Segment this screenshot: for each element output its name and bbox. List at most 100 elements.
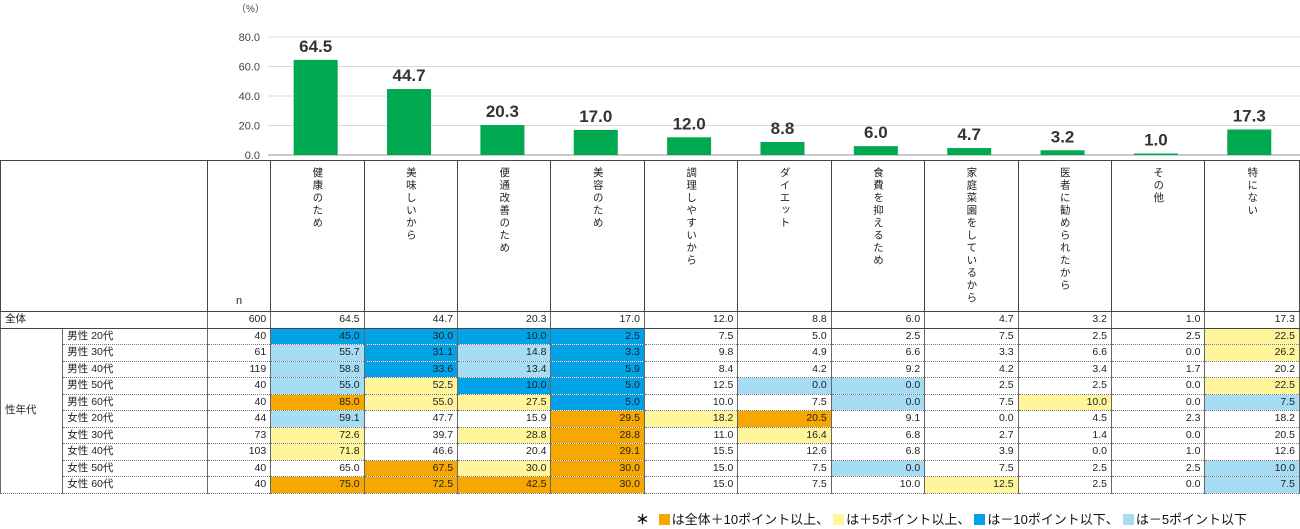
value-cell: 12.5	[924, 476, 1019, 494]
value-cell: 10.0	[1017, 393, 1113, 411]
value-cell: 7.5	[924, 393, 1019, 411]
value-cell: 55.0	[270, 377, 365, 395]
value-cell: 5.0	[550, 393, 645, 411]
value-cell: 3.3	[550, 344, 645, 362]
value-cell: 18.2	[643, 410, 739, 428]
value-cell: 6.8	[830, 426, 926, 444]
value-cell: 0.0	[1111, 344, 1206, 362]
bar-value-label: 17.0	[579, 107, 612, 126]
total-value-cell: 3.2	[1017, 311, 1113, 329]
segment-label: 女性 40代	[62, 443, 208, 461]
value-cell: 9.8	[643, 344, 739, 362]
value-cell: 2.5	[1111, 459, 1206, 477]
value-cell: 27.5	[457, 393, 552, 411]
value-cell: 3.4	[1017, 360, 1113, 378]
value-cell: 29.5	[550, 410, 645, 428]
bar-value-label: 6.0	[864, 123, 888, 142]
category-label: 食費を抑えるため	[871, 167, 884, 267]
segment-n: 61	[206, 344, 272, 362]
value-cell: 3.9	[924, 443, 1019, 461]
category-label: 特にない	[1246, 167, 1259, 217]
value-cell: 30.0	[457, 459, 552, 477]
segment-n: 119	[206, 360, 272, 378]
total-value-cell: 44.7	[363, 311, 459, 329]
total-value-cell: 4.7	[924, 311, 1019, 329]
total-value-cell: 17.0	[550, 311, 645, 329]
segment-n: 40	[206, 377, 272, 395]
value-cell: 22.5	[1204, 327, 1300, 345]
table-row: 男性 30代 61 55.7 31.1 14.8 3.3 9.8 4.9 6.6 3.3 6.6 0.…	[1, 344, 1300, 362]
bar-value-label: 1.0	[1144, 131, 1168, 150]
legend-swatch	[974, 514, 986, 525]
bar	[1133, 153, 1178, 155]
value-cell: 7.5	[924, 459, 1019, 477]
total-value-cell: 8.8	[737, 311, 832, 329]
segment-n: 40	[206, 393, 272, 411]
legend-text: は－10ポイント以下、	[987, 512, 1119, 527]
value-cell: 13.4	[457, 360, 552, 378]
value-cell: 30.0	[550, 459, 645, 477]
total-n: 600	[206, 311, 272, 329]
legend-swatch	[658, 514, 670, 525]
category-header-cell: 便通改善のため	[457, 160, 552, 312]
value-cell: 2.7	[924, 426, 1019, 444]
value-cell: 39.7	[363, 426, 459, 444]
value-cell: 2.5	[1017, 459, 1113, 477]
category-header-cell: 健康のため	[270, 160, 365, 312]
value-cell: 2.5	[1111, 327, 1206, 345]
value-cell: 22.5	[1204, 377, 1300, 395]
value-cell: 4.2	[924, 360, 1019, 378]
header-row: n 健康のため 美味しいから 便通改善のため 美容のため 調理しやすいから ダイエット 食費を…	[0, 160, 1300, 312]
category-header-cell: その他	[1111, 160, 1206, 312]
value-cell: 0.0	[830, 459, 926, 477]
legend-text: は－5ポイント以下	[1135, 512, 1248, 527]
category-label: 医者に勧められたから	[1058, 167, 1071, 292]
total-row: 全体 600 64.5 44.7 20.3 17.0 12.0 8.8 6.0 4.7 3.2 1.0…	[0, 311, 1300, 329]
segment-label: 男性 50代	[62, 377, 208, 395]
category-label: その他	[1152, 167, 1165, 205]
bar	[667, 137, 712, 155]
y-tick-label: 80.0	[239, 32, 260, 44]
bar	[480, 125, 525, 155]
value-cell: 55.0	[363, 393, 459, 411]
value-cell: 12.5	[643, 377, 739, 395]
value-cell: 11.0	[643, 426, 739, 444]
category-header-cell: ダイエット	[737, 160, 832, 312]
bar-value-label: 20.3	[486, 102, 519, 121]
total-value-cell: 64.5	[270, 311, 365, 329]
value-cell: 29.1	[550, 443, 645, 461]
bar	[1227, 129, 1272, 155]
total-value-cell: 20.3	[457, 311, 552, 329]
value-cell: 7.5	[737, 393, 832, 411]
value-cell: 10.0	[1204, 459, 1300, 477]
bar	[760, 142, 805, 155]
category-label: 家庭菜園をしているから	[965, 167, 978, 305]
n-header: n	[206, 160, 272, 312]
value-cell: 75.0	[270, 476, 365, 494]
table-row: 女性 40代 103 71.8 46.6 20.4 29.1 15.5 12.6 6.8 3.9 0…	[1, 443, 1300, 461]
bar-chart: （%） 80.0 60.0 40.0 20.0 0.0 64.5 44.7 20.3 17.0…	[236, 3, 1300, 160]
value-cell: 15.9	[457, 410, 552, 428]
segment-label: 男性 20代	[62, 327, 208, 345]
total-value-cell: 12.0	[643, 311, 739, 329]
value-cell: 10.0	[457, 377, 552, 395]
segment-label: 男性 40代	[62, 360, 208, 378]
value-cell: 45.0	[270, 327, 365, 345]
legend-swatch	[1122, 514, 1134, 525]
value-cell: 0.0	[1111, 377, 1206, 395]
value-cell: 18.2	[1204, 410, 1300, 428]
segment-n: 103	[206, 443, 272, 461]
table-row: 女性 60代 40 75.0 72.5 42.5 30.0 15.0 7.5 10.0 12.5 2…	[1, 476, 1300, 494]
segment-n: 40	[206, 327, 272, 345]
category-header-cell: 美味しいから	[363, 160, 459, 312]
bar	[947, 148, 992, 155]
value-cell: 0.0	[1111, 476, 1206, 494]
segment-n: 44	[206, 410, 272, 428]
value-cell: 26.2	[1204, 344, 1300, 362]
category-header-cell: 調理しやすいから	[643, 160, 739, 312]
value-cell: 12.6	[1204, 443, 1300, 461]
value-cell: 4.5	[1017, 410, 1113, 428]
value-cell: 0.0	[924, 410, 1019, 428]
value-cell: 7.5	[924, 327, 1019, 345]
segment-n: 40	[206, 459, 272, 477]
